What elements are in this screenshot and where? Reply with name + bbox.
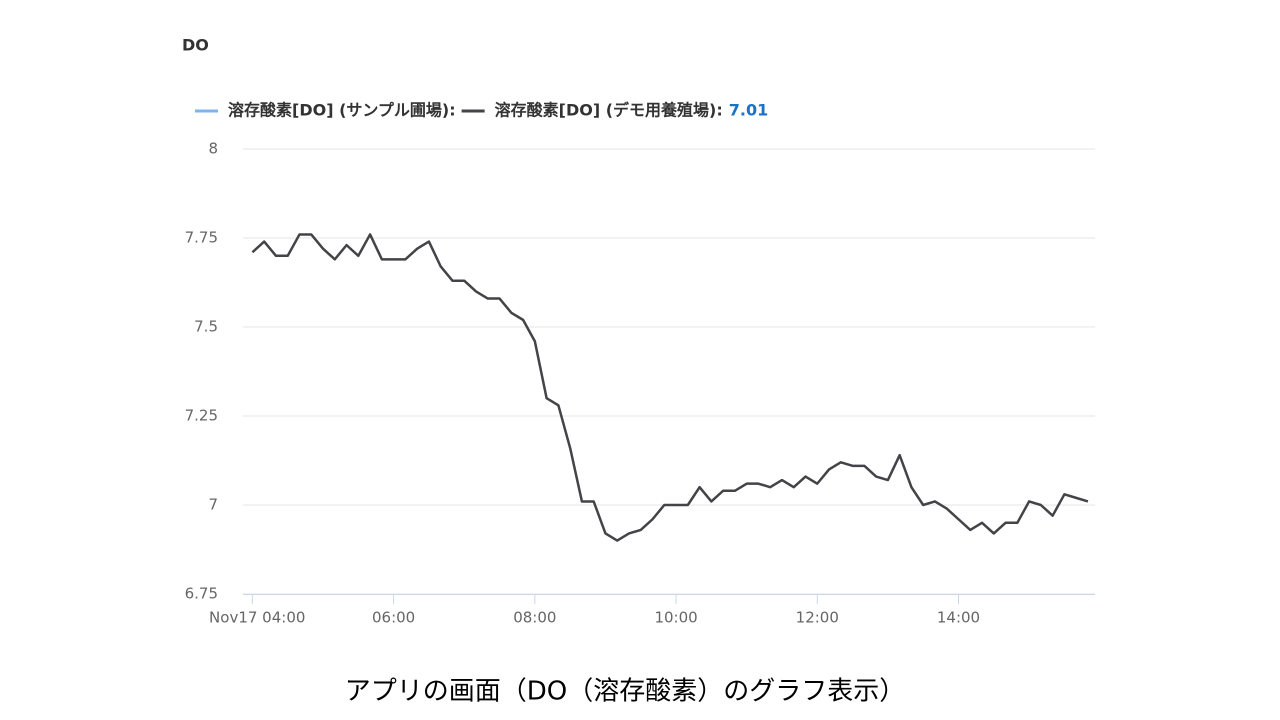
legend-value: 7.01 (729, 101, 768, 120)
x-tick-label: 10:00 (654, 609, 697, 627)
x-tick-label: 12:00 (796, 609, 839, 627)
y-tick-label: 7.5 (194, 318, 218, 336)
y-tick-label: 7 (208, 496, 218, 514)
y-tick-label: 8 (208, 140, 218, 158)
x-tick-label: Nov17 04:00 (209, 609, 305, 627)
legend-label: 溶存酸素[DO] (サンプル圃場): (228, 101, 456, 120)
y-tick-label: 7.75 (185, 229, 218, 247)
y-tick-label: 7.25 (185, 407, 218, 425)
x-tick-label: 06:00 (372, 609, 415, 627)
series-line (251, 233, 1089, 542)
caption: アプリの画面（DO（溶存酸素）のグラフ表示） (345, 677, 906, 707)
chart-title: DO (182, 36, 209, 55)
y-tick-label: 6.75 (185, 585, 218, 603)
legend-label: 溶存酸素[DO] (デモ用養殖場): (495, 101, 723, 120)
x-tick-label: 08:00 (513, 609, 556, 627)
x-tick-label: 14:00 (937, 609, 980, 627)
